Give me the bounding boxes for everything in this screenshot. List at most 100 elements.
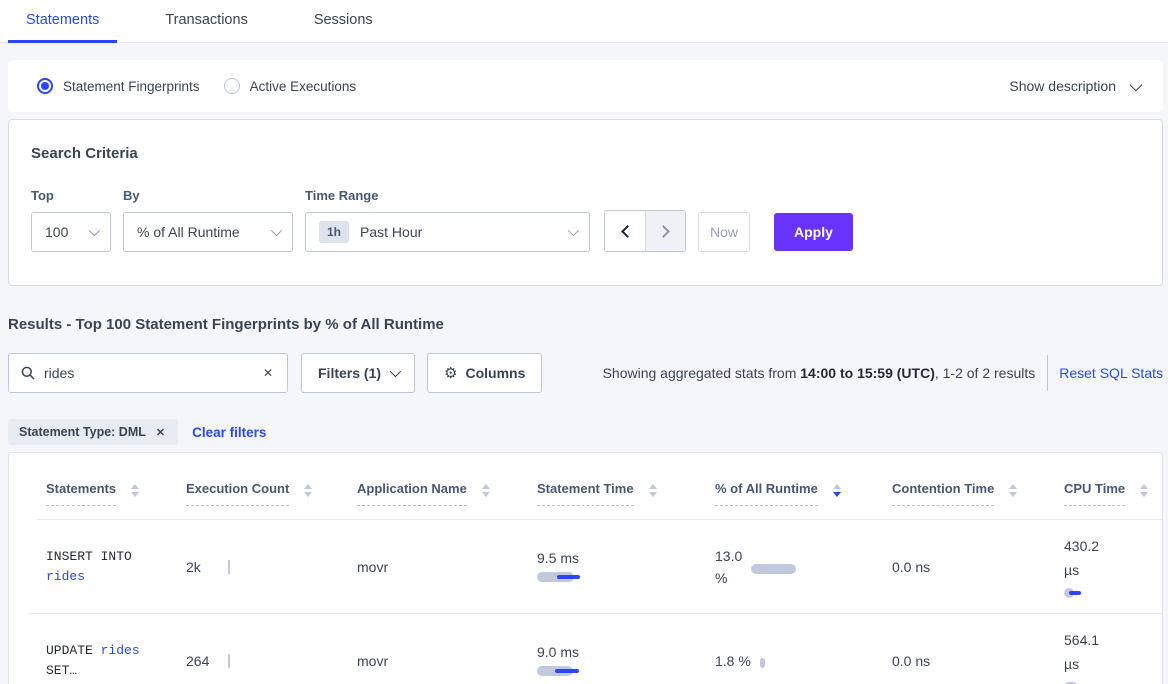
radio-label: Active Executions: [249, 78, 357, 94]
radio-unselected-icon: [223, 78, 240, 94]
apply-button[interactable]: Apply: [774, 213, 853, 251]
by-label: By: [123, 188, 140, 203]
runtime-percent-bar: [759, 657, 810, 669]
filters-button[interactable]: Filters (1): [301, 353, 416, 393]
table-row[interactable]: UPDATE rides SET… 264 movr 9.0 ms 1.8 % …: [9, 614, 1162, 684]
chevron-left-icon: [620, 224, 634, 238]
sort-icon[interactable]: [1140, 484, 1149, 497]
contention-time-cell: 0.0 ns: [892, 652, 931, 669]
cpu-time-bar: [1064, 681, 1104, 684]
sort-icon[interactable]: [131, 484, 140, 497]
radio-active-executions[interactable]: Active Executions: [223, 78, 357, 94]
column-header-execution-count[interactable]: Execution Count: [186, 481, 357, 506]
by-select[interactable]: % of All Runtime: [123, 212, 293, 252]
statement-fingerprint-cell: INSERT INTO rides: [46, 548, 132, 584]
table-header-row: Statements Execution Count Application N…: [9, 465, 1162, 519]
gear-icon: ⚙: [444, 365, 458, 382]
columns-button[interactable]: ⚙ Columns: [427, 353, 543, 393]
tab-transactions[interactable]: Transactions: [165, 12, 248, 28]
column-header-contention-time[interactable]: Contention Time: [892, 481, 1064, 506]
time-range-value: Past Hour: [360, 224, 423, 240]
view-toggle-strip: Statement Fingerprints Active Executions…: [8, 60, 1163, 112]
columns-label: Columns: [465, 365, 526, 381]
clear-filters-link[interactable]: Clear filters: [192, 424, 267, 440]
time-range-field: Time Range 1h Past Hour: [305, 188, 590, 252]
previous-time-button[interactable]: [605, 211, 645, 251]
column-header-percent-runtime[interactable]: % of All Runtime: [715, 481, 892, 506]
cpu-time-cell: 564.1 µs: [1064, 628, 1124, 684]
top-select[interactable]: 100: [31, 212, 111, 252]
application-name-cell: movr: [357, 558, 389, 575]
results-heading: Results - Top 100 Statement Fingerprints…: [8, 316, 444, 333]
execution-count-bar: [228, 559, 230, 574]
tab-statements[interactable]: Statements: [8, 0, 118, 43]
sort-desc-active-icon[interactable]: [832, 484, 841, 497]
time-nav-group: [604, 210, 686, 252]
chevron-down-icon: [389, 365, 402, 378]
execution-count-cell: 2k: [186, 559, 357, 575]
chevron-down-icon: [270, 224, 283, 237]
contention-time-cell: 0.0 ns: [892, 558, 931, 575]
runtime-percent-cell: 13.0%: [715, 545, 892, 589]
sql-activity-tabbar: Statements Transactions Sessions: [0, 0, 1168, 43]
chip-label: Statement Type: DML: [19, 425, 146, 439]
column-header-statement-time[interactable]: Statement Time: [537, 481, 715, 506]
next-time-button[interactable]: [645, 211, 685, 251]
cpu-time-bar: [1064, 587, 1104, 599]
radio-statement-fingerprints[interactable]: Statement Fingerprints: [37, 78, 200, 94]
cpu-time-cell: 430.2 µs: [1064, 534, 1124, 599]
application-name-cell: movr: [357, 652, 389, 669]
sort-icon[interactable]: [648, 484, 657, 497]
showing-stats-text: Showing aggregated stats from 14:00 to 1…: [602, 365, 1036, 381]
runtime-percent-bar: [751, 563, 801, 575]
results-toolbar: ✕ Filters (1) ⚙ Columns Showing aggregat…: [8, 353, 1163, 393]
statement-search-box: ✕: [8, 353, 288, 393]
statement-link[interactable]: rides: [46, 568, 86, 584]
statement-time-bar: [537, 665, 597, 677]
time-range-label: Time Range: [305, 188, 379, 203]
now-button[interactable]: Now: [698, 212, 750, 252]
statement-link[interactable]: rides: [100, 642, 140, 658]
show-description-toggle[interactable]: Show description: [1009, 78, 1143, 94]
sort-icon[interactable]: [304, 484, 313, 497]
column-header-application-name[interactable]: Application Name: [357, 481, 537, 506]
chevron-right-icon: [657, 224, 670, 238]
chevron-down-icon: [88, 224, 101, 237]
statement-time-cell: 9.5 ms: [537, 550, 715, 583]
divider: [37, 519, 1162, 520]
tab-sessions[interactable]: Sessions: [313, 12, 373, 28]
show-description-label: Show description: [1009, 78, 1116, 94]
chevron-down-icon: [567, 224, 580, 237]
sort-icon[interactable]: [481, 484, 490, 497]
runtime-percent-cell: 1.8 %: [715, 650, 892, 672]
time-range-badge: 1h: [319, 221, 350, 243]
by-field: By % of All Runtime: [123, 188, 293, 252]
filter-chip-row: Statement Type: DML ✕ Clear filters: [8, 419, 1163, 445]
execution-count-bar: [228, 653, 230, 668]
statements-table-card: Statements Execution Count Application N…: [8, 452, 1163, 684]
statement-time-cell: 9.0 ms: [537, 644, 715, 677]
column-header-statements[interactable]: Statements: [46, 481, 186, 506]
by-value: % of All Runtime: [137, 224, 240, 240]
statement-fingerprint-cell: UPDATE rides SET…: [46, 642, 140, 678]
radio-selected-icon: [37, 78, 53, 94]
remove-chip-icon[interactable]: ✕: [155, 426, 166, 439]
sort-icon[interactable]: [1009, 484, 1018, 497]
statement-type-chip[interactable]: Statement Type: DML ✕: [8, 419, 179, 445]
search-input[interactable]: [44, 365, 261, 381]
top-label: Top: [31, 188, 54, 203]
time-range-select[interactable]: 1h Past Hour: [305, 212, 590, 252]
filters-label: Filters (1): [318, 365, 382, 381]
chevron-down-icon: [1129, 78, 1143, 91]
execution-count-cell: 264: [186, 653, 357, 669]
column-header-cpu-time[interactable]: CPU Time: [1064, 481, 1162, 506]
radio-label: Statement Fingerprints: [63, 78, 200, 94]
clear-search-icon[interactable]: ✕: [262, 366, 273, 380]
table-row[interactable]: INSERT INTO rides 2k movr 9.5 ms 13.0% 0…: [9, 520, 1162, 613]
search-icon: [21, 366, 35, 380]
search-criteria-card: Search Criteria Top 100 By % of All Runt…: [8, 119, 1163, 286]
divider: [1047, 355, 1049, 391]
top-field: Top 100: [31, 188, 111, 252]
search-criteria-title: Search Criteria: [31, 145, 138, 162]
reset-sql-stats-link[interactable]: Reset SQL Stats: [1059, 365, 1163, 381]
